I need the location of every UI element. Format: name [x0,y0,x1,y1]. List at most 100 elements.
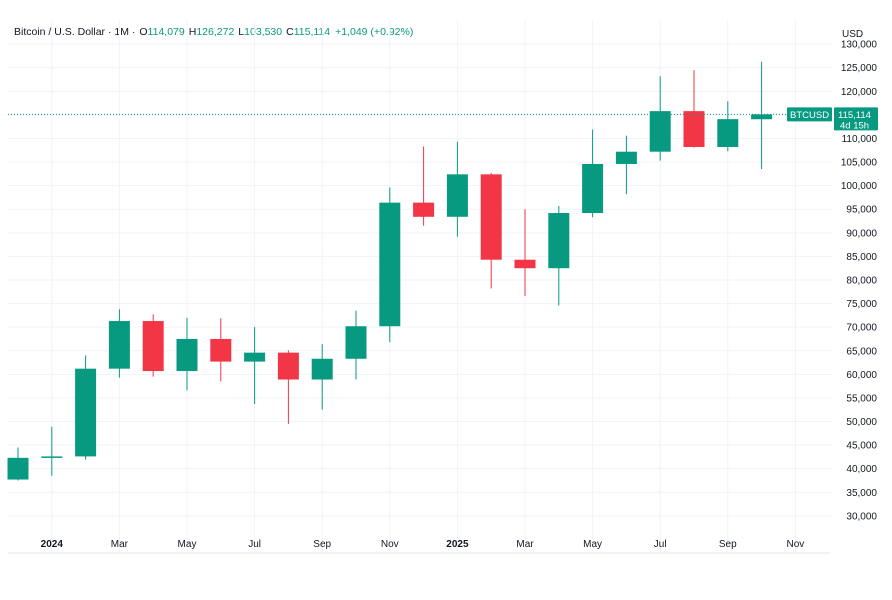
candle[interactable] [7,447,29,481]
y-tick-label: 90,000 [846,228,877,239]
candle-body [717,119,739,147]
candle-body [75,368,97,457]
candle[interactable] [582,129,604,218]
y-tick-label: 60,000 [846,370,877,381]
candle[interactable] [413,146,435,226]
close-label: C [286,26,294,38]
y-tick-label: 80,000 [846,276,877,287]
candle[interactable] [345,310,367,380]
candle-body [751,114,773,120]
candle-body [210,338,232,362]
currency-label: USD [842,29,863,40]
x-tick-label: 2024 [41,539,64,550]
y-tick-label: 85,000 [846,252,877,263]
candle[interactable] [277,350,299,424]
price-tag-price: 115,114 [838,110,871,121]
candle-body [649,111,671,152]
price-tag-price-bg [834,107,878,131]
candle[interactable] [244,327,266,405]
y-tick-label: 40,000 [846,464,877,475]
candle-body [548,213,570,269]
price-tag-ticker-bg [787,107,832,122]
candle[interactable] [514,209,536,297]
candle-body [345,326,367,359]
y-tick-label: 100,000 [841,181,878,192]
x-tick-label: Nov [381,539,399,550]
candle-body [108,321,130,369]
price-tag-countdown: 4d 15h [840,120,869,131]
y-tick-label: 70,000 [846,323,877,334]
candle-body [142,321,164,372]
x-tick-label: Jul [248,539,261,550]
candle-body [582,163,604,214]
candle[interactable] [210,318,232,382]
candle-body [379,202,401,327]
price-axis[interactable]: 30,000 35,000 40,000 45,000 50,000 55,000 60,0… [841,40,878,523]
price-tag-ticker: BTCUSD [790,110,829,121]
candle-body [413,202,435,217]
candle[interactable] [41,426,63,476]
candle[interactable] [683,70,705,148]
y-tick-label: 35,000 [846,488,877,499]
open-label: O [139,26,148,38]
candle[interactable] [75,355,97,460]
x-tick-label: Sep [719,539,737,550]
y-tick-label: 120,000 [841,87,878,98]
candle-body [446,174,468,217]
y-tick-label: 65,000 [846,346,877,357]
candle-body [244,352,266,362]
y-tick-label: 30,000 [846,511,877,522]
candle[interactable] [108,309,130,378]
candle[interactable] [446,141,468,237]
candle[interactable] [176,317,198,391]
y-tick-label: 125,000 [841,63,878,74]
x-tick-label: May [583,539,602,550]
x-tick-label: Mar [111,539,129,550]
low-value: 103,530 [244,26,283,38]
low-label: L [238,26,245,38]
x-tick-label: Sep [313,539,331,550]
high-label: H [188,26,197,38]
change-value: +1,049 (+0.92%) [335,26,414,38]
y-tick-label: 130,000 [841,40,878,51]
close-value: 115,114 [293,26,331,38]
x-tick-label: May [178,539,197,550]
x-tick-label: Mar [516,539,534,550]
candles [7,61,773,481]
candle-body [41,456,63,458]
time-axis[interactable]: 2024 Mar May Jul Sep Nov 2025 Mar May Jul Sep Nov [41,539,805,550]
candle[interactable] [311,344,333,410]
candle[interactable] [548,205,570,306]
y-tick-label: 95,000 [846,205,877,216]
candle-body [7,457,29,480]
y-tick-label: 75,000 [846,299,877,310]
y-tick-label: 50,000 [846,417,877,428]
candle-body [176,338,198,372]
y-tick-label: 55,000 [846,393,877,404]
candle-body [615,151,637,164]
y-tick-label: 110,000 [842,134,878,145]
candle[interactable] [379,187,401,343]
x-tick-label: Nov [787,539,805,550]
candle-body [514,259,536,269]
candle-body [480,174,502,260]
grid-lines [8,20,832,553]
candle[interactable] [751,61,773,170]
candle[interactable] [717,101,739,152]
y-tick-label: 105,000 [841,158,878,169]
candle-body [277,352,299,380]
open-value: 114,079 [147,26,185,38]
candle-body [311,358,333,380]
candle[interactable] [142,314,164,377]
y-tick-label: 45,000 [846,441,877,452]
x-tick-label: 2025 [446,539,469,550]
candle[interactable] [649,76,671,161]
price-tag: BTCUSD 115,114 4d 15h [787,107,878,131]
candle[interactable] [615,135,637,195]
high-value: 126,272 [196,26,235,38]
candle[interactable] [480,172,502,289]
symbol-title[interactable]: Bitcoin / U.S. Dollar · 1M · [14,26,136,38]
